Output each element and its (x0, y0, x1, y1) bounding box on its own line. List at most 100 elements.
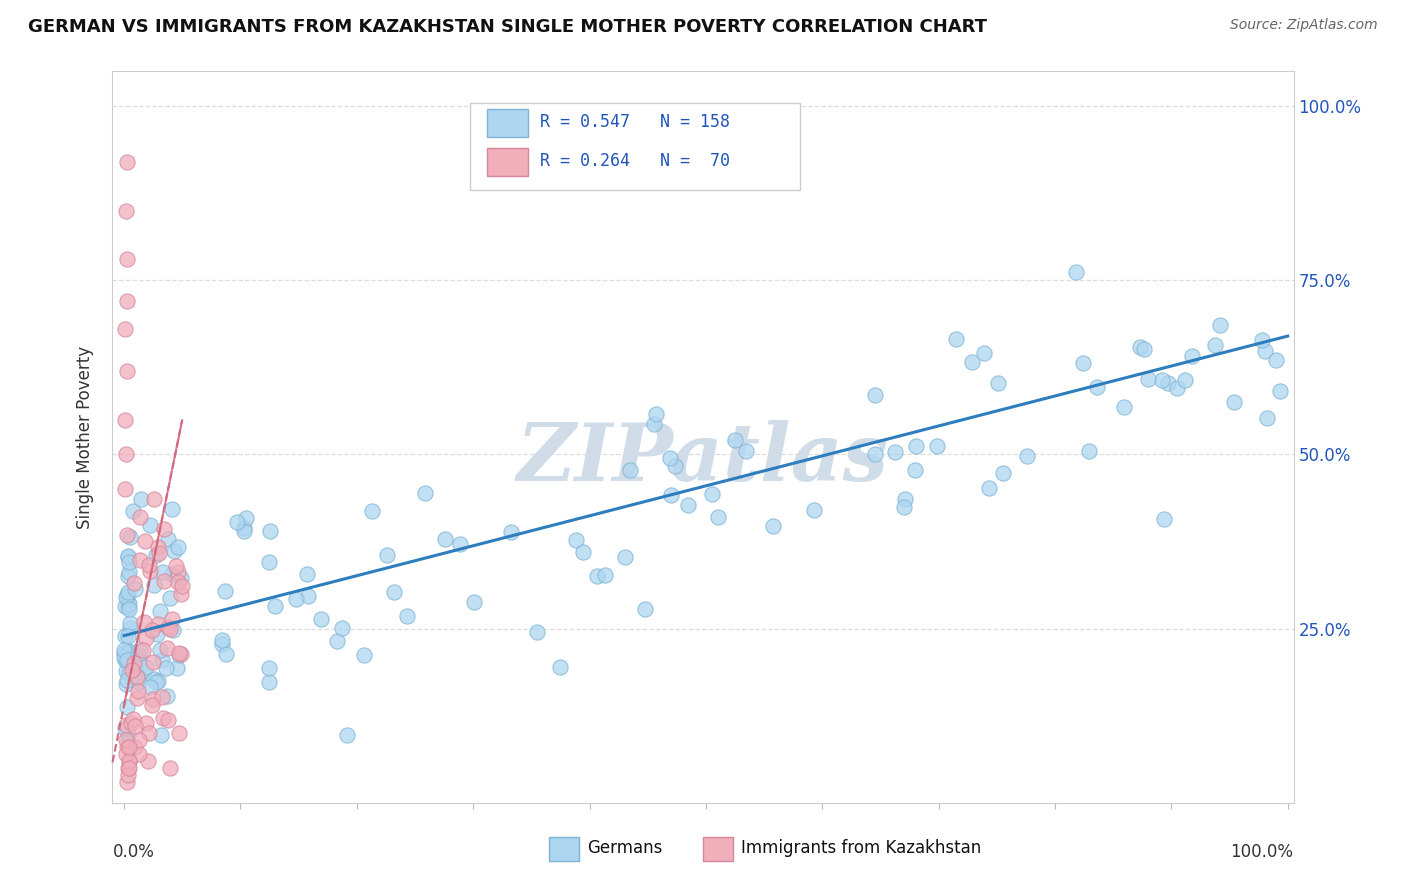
Point (124, 576, 146, 591)
Point (284, 592, 307, 607)
Point (156, 640, 179, 655)
Text: GERMAN VS IMMIGRANTS FROM KAZAKHSTAN SINGLE MOTHER POVERTY CORRELATION CHART: GERMAN VS IMMIGRANTS FROM KAZAKHSTAN SIN… (28, 18, 987, 36)
Point (115, 677, 138, 691)
Point (112, 647, 135, 661)
Point (141, 698, 163, 713)
Point (1153, 512, 1175, 526)
Point (167, 565, 190, 579)
Point (659, 450, 682, 465)
Point (893, 500, 915, 514)
Point (1166, 381, 1188, 395)
Point (148, 546, 170, 560)
Point (115, 527, 138, 541)
Point (115, 591, 138, 605)
Point (894, 491, 917, 506)
Point (143, 578, 166, 592)
Point (117, 734, 139, 748)
Point (211, 637, 233, 651)
Point (1136, 372, 1159, 386)
Point (146, 627, 169, 641)
Point (148, 540, 170, 554)
Point (139, 564, 162, 578)
Point (1071, 356, 1094, 370)
Point (353, 648, 375, 662)
Point (115, 364, 138, 378)
Point (115, 718, 138, 732)
Point (118, 616, 141, 631)
Point (117, 761, 139, 775)
Point (991, 466, 1014, 480)
Point (169, 726, 191, 740)
Point (309, 612, 332, 626)
Point (125, 670, 148, 684)
Point (257, 660, 280, 674)
Point (134, 615, 156, 629)
Point (1253, 343, 1275, 358)
Point (114, 653, 136, 667)
FancyBboxPatch shape (486, 148, 529, 176)
Point (945, 332, 967, 346)
Point (1114, 401, 1136, 415)
Point (160, 566, 183, 581)
Point (170, 579, 193, 593)
Point (118, 754, 141, 768)
Point (593, 567, 616, 582)
Point (135, 660, 157, 674)
Point (118, 555, 141, 569)
Point (115, 294, 138, 309)
Point (1150, 373, 1173, 387)
Point (157, 532, 180, 546)
Point (118, 621, 141, 635)
Point (330, 621, 353, 635)
Point (124, 582, 146, 596)
Point (226, 515, 249, 529)
Point (117, 650, 139, 665)
Point (734, 443, 756, 458)
Point (904, 463, 927, 477)
Point (169, 646, 191, 660)
Point (127, 691, 149, 706)
Point (678, 499, 700, 513)
Point (170, 571, 193, 585)
Point (1017, 449, 1039, 463)
Point (375, 548, 398, 562)
Point (122, 657, 145, 671)
Point (153, 523, 176, 537)
Point (259, 555, 281, 569)
Text: 0.0%: 0.0% (112, 843, 155, 861)
Point (127, 684, 149, 698)
Point (117, 727, 139, 741)
Point (124, 740, 146, 755)
Text: R = 0.547   N = 158: R = 0.547 N = 158 (540, 113, 730, 131)
Point (211, 632, 233, 647)
Text: R = 0.264   N =  70: R = 0.264 N = 70 (540, 152, 730, 169)
Point (152, 711, 174, 725)
Text: Germans: Germans (588, 839, 662, 857)
Point (115, 588, 138, 602)
Point (138, 518, 160, 533)
Point (803, 502, 825, 516)
Point (148, 616, 170, 631)
Point (128, 674, 150, 689)
Point (114, 448, 136, 462)
Text: Immigrants from Kazakhstan: Immigrants from Kazakhstan (741, 839, 981, 857)
Point (215, 647, 238, 661)
Point (128, 733, 150, 747)
Point (169, 647, 191, 661)
Text: 100.0%: 100.0% (1230, 843, 1294, 861)
Point (259, 524, 281, 539)
Point (145, 675, 167, 690)
Point (664, 459, 686, 474)
Point (125, 669, 148, 683)
Point (170, 587, 193, 601)
Point (117, 768, 139, 782)
Point (115, 203, 138, 218)
Point (1251, 333, 1274, 347)
Point (143, 673, 166, 687)
Point (142, 655, 165, 669)
Point (117, 740, 139, 755)
Point (413, 485, 436, 500)
Point (139, 680, 162, 694)
Point (166, 540, 188, 554)
Point (127, 647, 149, 661)
